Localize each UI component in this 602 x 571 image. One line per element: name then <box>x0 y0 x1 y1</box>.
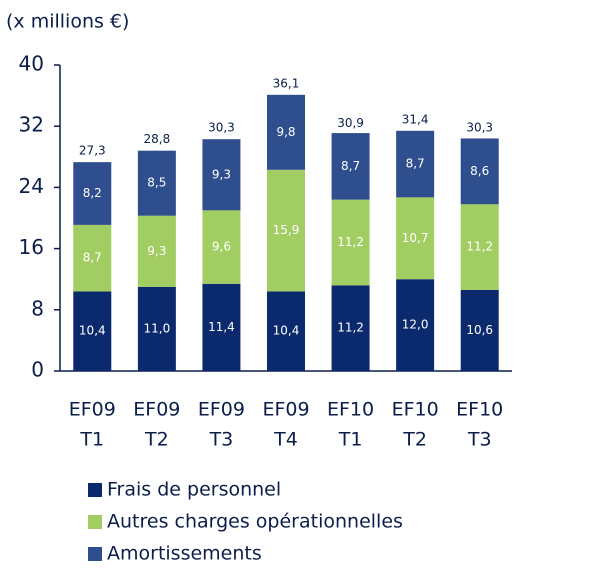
bar-segment <box>331 199 370 286</box>
bar-segment <box>202 283 241 371</box>
y-tick-label: 40 <box>19 52 44 76</box>
bar-segment <box>202 139 241 211</box>
value-label: 10,6 <box>466 323 493 337</box>
value-label: 10,7 <box>402 231 429 245</box>
value-label: 9,6 <box>212 240 231 254</box>
y-tick-label: 0 <box>31 358 44 382</box>
bar-segment <box>267 94 305 170</box>
bar-segment <box>460 289 499 371</box>
value-label: 11,0 <box>143 321 170 335</box>
x-tick-label: EF09 <box>262 399 309 421</box>
value-label: 10,4 <box>79 324 106 338</box>
legend-swatch <box>88 547 102 561</box>
x-tick-label: T2 <box>144 429 169 451</box>
total-label: 36,1 <box>273 76 300 90</box>
total-label: 30,3 <box>466 121 493 135</box>
value-label: 8,7 <box>83 251 102 265</box>
bar-segment <box>396 279 435 371</box>
legend-swatch <box>88 515 102 529</box>
bar-segment <box>73 291 112 371</box>
x-tick-label: EF09 <box>198 399 245 421</box>
x-tick-label: EF10 <box>392 399 439 421</box>
bar-segment <box>137 150 176 216</box>
legend-swatch <box>88 483 102 497</box>
x-tick-label: EF10 <box>456 399 503 421</box>
total-label: 28,8 <box>143 132 170 146</box>
x-tick-label: T1 <box>338 429 363 451</box>
value-label: 11,4 <box>208 320 235 334</box>
total-label: 30,3 <box>208 121 235 135</box>
legend-label: Frais de personnel <box>107 479 281 501</box>
value-label: 12,0 <box>402 318 429 332</box>
bar-segment <box>202 210 241 284</box>
x-tick-label: EF09 <box>133 399 180 421</box>
legend-label: Amortissements <box>107 543 262 565</box>
bar-segment <box>460 204 499 290</box>
total-label: 30,9 <box>337 116 364 130</box>
bar-segment <box>137 286 176 371</box>
x-tick-label: T3 <box>209 429 234 451</box>
y-tick-label: 24 <box>19 174 44 198</box>
bar-segment <box>331 285 370 371</box>
value-label: 8,2 <box>83 186 102 200</box>
value-label: 9,3 <box>212 167 231 181</box>
x-tick-label: EF10 <box>327 399 374 421</box>
value-label: 15,9 <box>273 223 300 237</box>
value-label: 8,7 <box>341 159 360 173</box>
value-label: 11,2 <box>466 240 493 254</box>
bar-segment <box>331 133 370 200</box>
x-tick-label: T3 <box>467 429 492 451</box>
value-label: 8,6 <box>470 164 489 178</box>
total-label: 31,4 <box>402 112 429 126</box>
bar-segment <box>267 291 305 371</box>
total-label: 27,3 <box>79 144 106 158</box>
bar-segment <box>396 197 435 280</box>
x-tick-label: T4 <box>273 429 298 451</box>
value-label: 9,8 <box>276 125 295 139</box>
x-tick-label: EF09 <box>69 399 116 421</box>
x-tick-label: T1 <box>79 429 104 451</box>
legend-label: Autres charges opérationnelles <box>107 511 403 533</box>
bar-segment <box>460 138 499 205</box>
bar-segment <box>267 169 305 292</box>
value-label: 8,7 <box>406 157 425 171</box>
bar-segment <box>73 224 112 292</box>
value-label: 8,5 <box>147 176 166 190</box>
x-tick-label: T2 <box>402 429 427 451</box>
bar-segment <box>396 130 435 198</box>
bar-segment <box>137 215 176 287</box>
y-tick-label: 8 <box>31 296 44 320</box>
value-label: 11,2 <box>337 235 364 249</box>
value-label: 10,4 <box>273 324 300 338</box>
y-tick-label: 16 <box>19 235 44 259</box>
bar-segment <box>73 162 112 225</box>
value-label: 11,2 <box>337 321 364 335</box>
chart-subtitle: (x millions €) <box>6 11 129 33</box>
y-tick-label: 32 <box>19 113 44 137</box>
value-label: 9,3 <box>147 244 166 258</box>
